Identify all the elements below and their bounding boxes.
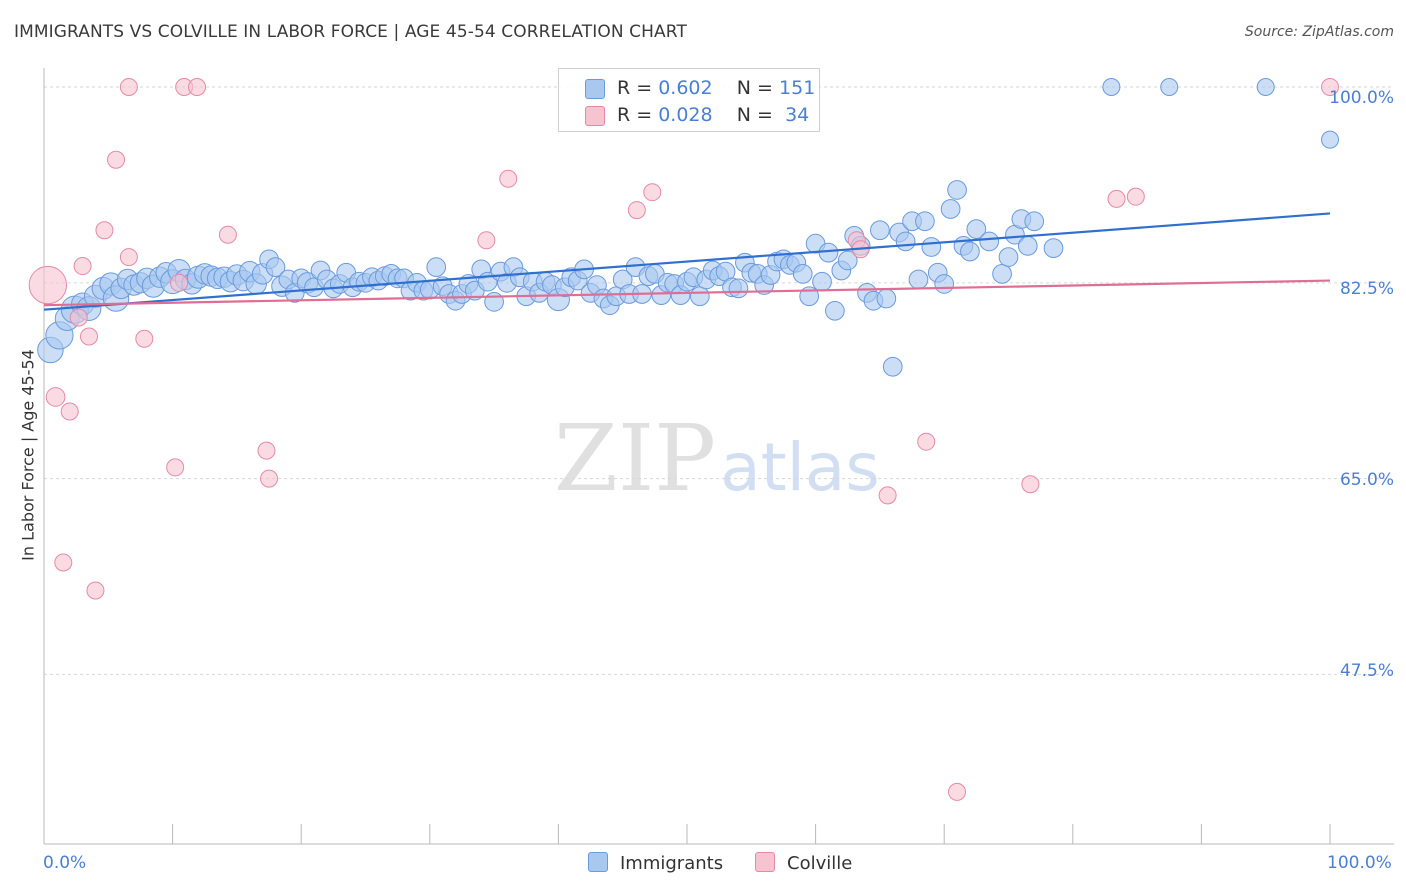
y-tick-label: 82.5% [1339,279,1394,299]
y-tick-label: 65.0% [1339,470,1394,490]
r-value: 0.602 [658,77,713,99]
immigrants-point [876,288,897,309]
axes [43,68,1394,845]
immigrants-point [1102,78,1121,97]
colville-point [1021,475,1040,494]
legend-row-text: R = 0.028 N = 34 [617,104,809,126]
watermark-zip: ZIP [554,405,716,512]
immigrants-point [1160,78,1179,97]
colville-swatch [585,106,605,126]
legend-label: Immigrants [620,853,724,874]
colville-point [86,581,105,600]
colville-point [1107,189,1126,208]
colville-point [80,327,99,346]
immigrants-swatch [585,79,605,99]
colville-point [135,329,154,348]
immigrants-point [1017,236,1038,256]
chart-title: IMMIGRANTS VS COLVILLE IN LABOR FORCE | … [14,22,687,42]
gridlines [44,86,1394,675]
legend-item-immigrants[interactable]: Immigrants [588,852,723,874]
colville-point [107,150,126,169]
immigrants-point [915,211,935,232]
n-value: 34 [785,104,810,126]
immigrants-point [728,278,749,299]
immigrants-point [921,237,942,257]
r-value: 0.028 [658,104,713,126]
x-tick-label-left: 0.0% [43,853,87,873]
colville-point [45,387,66,407]
correlation-legend: R = 0.602 N = 151 R = 0.028 N = 34 [558,68,820,132]
immigrants-point [1043,238,1064,258]
trend-lines [43,212,1331,311]
legend-row-text: R = 0.602 N = 151 [617,77,815,99]
colville-point [260,469,279,488]
immigrants-point [825,300,845,321]
colville-point [170,273,189,292]
immigrants-point [979,231,1000,252]
immigrants-point [960,241,980,262]
watermark: ZIP atlas [554,405,880,512]
immigrants-point [940,199,961,219]
immigrants-point [1321,130,1339,149]
colville-point [477,231,496,250]
immigrants-point [882,356,903,377]
immigrants-point [992,264,1012,284]
colville-point [54,553,73,572]
watermark-atlas: atlas [720,429,880,506]
immigrants-trend-line [43,212,1331,311]
colville-point [1126,187,1145,206]
immigrants-point [966,219,987,239]
immigrants-point [947,180,967,200]
immigrants-swatch [588,852,608,872]
colville-point [60,402,79,421]
x-tick-label-right: 100.0% [1327,853,1392,873]
y-tick-label: 100.0% [1329,88,1394,108]
colville-point [627,201,646,220]
n-label: N = [736,104,773,126]
colville-point [1321,78,1339,97]
r-label: R = [617,104,653,126]
colville-point [218,225,237,244]
colville-point [166,458,185,477]
colville-swatch [755,852,775,872]
immigrants-point [690,286,710,307]
immigrants-point [792,264,813,284]
colville-point [119,78,138,97]
y-tick-label: 47.5% [1339,661,1394,681]
colville-point [188,78,207,97]
immigrants-point [837,250,858,271]
colville-point [257,441,276,460]
colville-point [28,265,68,305]
colville-point [917,432,936,451]
legend-item-colville[interactable]: Colville [755,852,852,874]
series-legend: Immigrants Colville [0,852,1406,878]
colville-trend-line [43,279,1331,307]
immigrants-point [998,247,1019,267]
n-label: N = [736,77,773,99]
n-value: 151 [779,77,816,99]
source-label: Source: ZipAtlas.com [1244,24,1394,40]
colville-point [73,257,92,276]
colville-point [69,308,88,327]
colville-point [643,183,662,202]
immigrants-point [895,231,916,252]
r-label: R = [617,77,653,99]
immigrants-point [870,220,890,241]
immigrants-point [426,257,447,278]
immigrants-point [908,269,929,290]
immigrants-point [818,242,839,263]
immigrants-point [1024,211,1045,232]
immigrants-point [265,257,286,278]
legend-label: Colville [787,853,853,874]
colville-point [948,782,967,801]
immigrants-point [484,291,504,312]
colville-point [878,486,897,505]
colville-point [499,169,518,188]
colville-point [119,248,138,267]
immigrants-point [812,271,832,292]
immigrants-point [934,274,955,294]
colville-point [95,221,114,240]
immigrants-point [1256,78,1275,97]
